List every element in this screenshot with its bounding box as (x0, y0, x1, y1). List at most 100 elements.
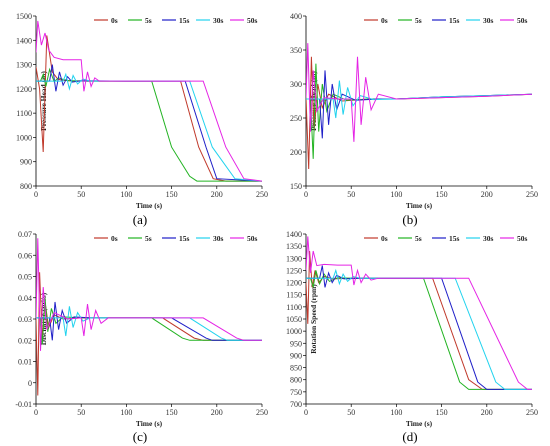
series-line-50s (36, 20, 262, 182)
legend-label-30s: 30s (483, 16, 494, 25)
y-axis-label: Pressure Head (m) (39, 71, 48, 131)
y-tick-label: 1300 (16, 61, 32, 70)
panel-c-discharge: 0 50 100 150 200 250-0.0100.010.020.030.040.0… (15, 230, 268, 428)
legend-label-50s: 50s (517, 16, 528, 25)
x-tick-label: 100 (390, 190, 402, 199)
x-axis-label: Time (s) (406, 419, 433, 428)
legend-label-0s: 0s (111, 16, 118, 25)
y-tick-label: 1000 (16, 133, 32, 142)
x-tick-label: 50 (77, 190, 85, 199)
y-tick-label: 1000 (286, 327, 302, 336)
panel-label-c: (c) (133, 429, 147, 444)
legend-label-15s: 15s (179, 16, 190, 25)
series-line-0s (36, 35, 262, 182)
panel-label-b: (b) (402, 212, 417, 227)
legend-label-5s: 5s (415, 16, 422, 25)
y-tick-label: 1150 (286, 291, 302, 300)
series-line-0s (306, 250, 532, 390)
y-tick-label: 0.01 (18, 358, 32, 367)
x-tick-label: 100 (390, 408, 402, 417)
y-tick-label: 900 (20, 158, 32, 167)
y-tick-label: 300 (290, 80, 302, 89)
x-tick-label: 50 (347, 408, 355, 417)
series-line-5s (306, 270, 532, 390)
legend-label-50s: 50s (517, 234, 528, 243)
y-axis-label: Rotation Speed (rpm) (309, 284, 318, 354)
y-tick-label: 400 (290, 12, 302, 21)
x-tick-label: 250 (256, 408, 268, 417)
legend-label-0s: 0s (111, 234, 118, 243)
series-line-50s (306, 43, 532, 142)
series-line-15s (36, 64, 262, 182)
y-tick-label: -0.01 (15, 400, 32, 409)
x-tick-label: 200 (481, 190, 493, 199)
y-tick-label: 0.05 (18, 273, 32, 282)
panel-a-pressure-head: 0 50 100 150 200 250 800 900 1000 1100 1200 1300 140… (16, 12, 268, 210)
x-tick-label: 200 (211, 408, 223, 417)
legend-label-30s: 30s (483, 234, 494, 243)
y-tick-label: 0.06 (18, 251, 32, 260)
series-line-30s (36, 72, 262, 182)
y-tick-label: 950 (290, 339, 302, 348)
legend-label-5s: 5s (145, 16, 152, 25)
x-tick-label: 200 (481, 408, 493, 417)
x-tick-label: 150 (436, 190, 448, 199)
legend-label-15s: 15s (179, 234, 190, 243)
y-tick-label: 350 (290, 46, 302, 55)
y-tick-label: 750 (290, 388, 302, 397)
y-tick-label: 700 (290, 400, 302, 409)
x-tick-label: 250 (526, 190, 538, 199)
legend-label-15s: 15s (449, 16, 460, 25)
legend-label-50s: 50s (247, 16, 258, 25)
series-line-30s (306, 80, 532, 119)
panel-b-pressure-head: 0 50 100 150 200 250 150 200 250 300 350 400 Time (s… (290, 12, 538, 210)
y-tick-label: 800 (20, 182, 32, 191)
x-tick-label: 250 (256, 190, 268, 199)
x-tick-label: 0 (34, 190, 38, 199)
panel-label-a: (a) (133, 212, 147, 227)
x-tick-label: 50 (77, 408, 85, 417)
y-tick-label: 800 (290, 376, 302, 385)
x-tick-label: 50 (347, 190, 355, 199)
series-line-5s (306, 63, 532, 159)
x-axis-label: Time (s) (406, 201, 433, 210)
y-tick-label: 1350 (286, 242, 302, 251)
y-tick-label: 0.03 (18, 315, 32, 324)
x-tick-label: 250 (526, 408, 538, 417)
series-line-50s (36, 238, 262, 351)
x-axis-label: Time (s) (136, 419, 163, 428)
legend-label-30s: 30s (213, 16, 224, 25)
y-tick-label: 0 (28, 379, 32, 388)
legend-label-5s: 5s (145, 234, 152, 243)
panel-label-d: (d) (402, 429, 417, 444)
y-tick-label: 850 (290, 364, 302, 373)
y-tick-label: 1200 (16, 85, 32, 94)
legend-label-15s: 15s (449, 234, 460, 243)
x-tick-label: 150 (166, 408, 178, 417)
series-line-5s (36, 297, 262, 345)
y-tick-label: 0.02 (18, 336, 32, 345)
y-tick-label: 1500 (16, 12, 32, 21)
series-line-15s (306, 265, 532, 390)
legend-label-30s: 30s (213, 234, 224, 243)
y-tick-label: 1100 (286, 303, 302, 312)
y-tick-label: 0.07 (18, 230, 32, 239)
x-tick-label: 100 (120, 408, 132, 417)
y-tick-label: 200 (290, 148, 302, 157)
y-tick-label: 150 (290, 182, 302, 191)
y-tick-label: 1400 (286, 230, 302, 239)
y-tick-label: 1250 (286, 266, 302, 275)
x-tick-label: 150 (166, 190, 178, 199)
legend-label-5s: 5s (415, 234, 422, 243)
y-tick-label: 1400 (16, 36, 32, 45)
series-line-30s (306, 268, 532, 390)
legend-label-0s: 0s (381, 234, 388, 243)
y-tick-label: 1100 (16, 109, 32, 118)
x-tick-label: 150 (436, 408, 448, 417)
series-line-30s (36, 306, 262, 341)
y-tick-label: 900 (290, 351, 302, 360)
x-tick-label: 100 (120, 190, 132, 199)
panel-d-rotation-speed: 0 50 100 150 200 250 700 750 800 850 900 950 1000 105… (286, 230, 538, 428)
y-tick-label: 1050 (286, 315, 302, 324)
